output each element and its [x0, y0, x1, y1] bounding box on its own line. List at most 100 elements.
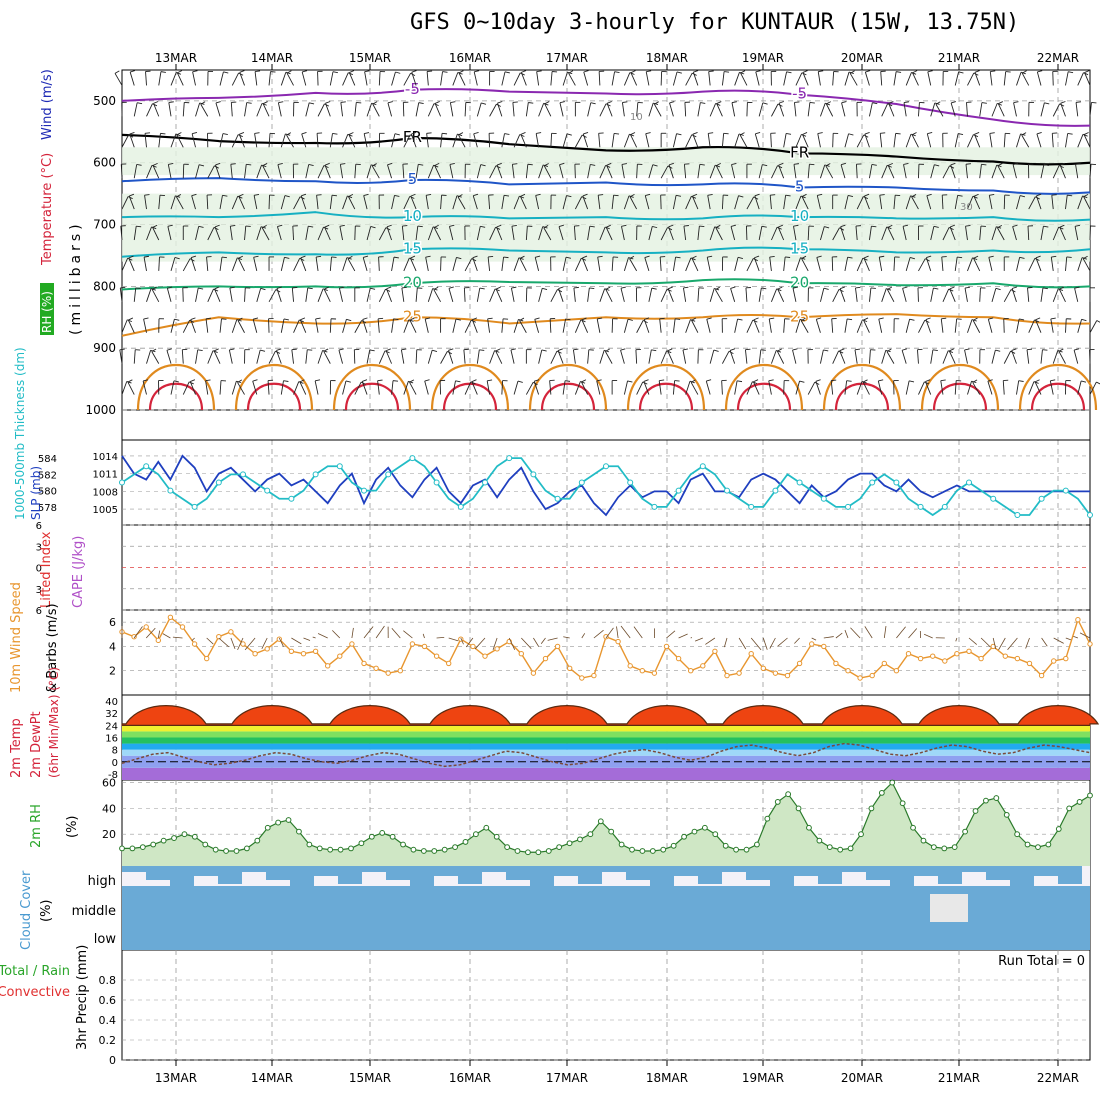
wind-barb-flag [309, 102, 315, 105]
wind-barb [1012, 164, 1017, 179]
thickness-point [288, 495, 295, 502]
wind-barb [362, 319, 368, 333]
cloud-high-block [338, 866, 362, 884]
wind-barb-flag [792, 348, 798, 351]
thickness-point [627, 479, 634, 486]
wind-barb [324, 227, 331, 241]
wind-barb-flag [737, 318, 743, 321]
wind-barb-flag [973, 255, 979, 259]
wind-barb [1050, 318, 1054, 333]
rh-point [1055, 826, 1062, 832]
rh-point [150, 841, 157, 848]
wind-barb-flag [879, 194, 885, 196]
wind-barb [771, 227, 778, 241]
wind-barb [410, 133, 417, 148]
wind-barb [1036, 133, 1042, 148]
wind-barb-flag [872, 102, 878, 105]
wind-barb [697, 287, 700, 302]
wind-barb [146, 165, 153, 179]
wind-barb [991, 103, 998, 117]
wind-barb-10m [835, 632, 843, 639]
wind-barb-flag [213, 227, 219, 231]
wind-barb [182, 102, 185, 117]
wind-barb [587, 226, 591, 241]
wind-barb-flag [753, 379, 759, 383]
wind-barb-10m [992, 637, 997, 650]
rh-point [160, 837, 167, 844]
wind-barb-flag [332, 133, 338, 135]
wind-barb-flag [285, 71, 291, 75]
wind-barb-flag [1005, 71, 1011, 73]
wind-barb [692, 196, 699, 210]
wind-barb [291, 287, 294, 302]
wind-barb-flag [167, 286, 173, 289]
wind-barb-10m [593, 629, 604, 639]
wind-barb-flag [536, 132, 542, 134]
wind-barb [489, 165, 497, 179]
wind-barb [856, 381, 863, 395]
wind-barb [291, 349, 294, 364]
wind-barb [457, 196, 466, 210]
wind-barb-10m [533, 637, 540, 647]
wind-barb-flag [291, 348, 297, 351]
wind-barb-flag [120, 286, 126, 289]
wind-barb [940, 318, 944, 333]
wind-barb-flag [424, 379, 430, 382]
wind-barb [458, 72, 466, 86]
wind-barb [315, 256, 319, 271]
wind-barb [1052, 288, 1059, 302]
wind-barb-flag [738, 195, 744, 198]
wind-barb [520, 196, 527, 210]
wind-barb [771, 165, 778, 179]
wind-speed-point [300, 651, 307, 657]
wind-barb [200, 104, 209, 117]
wind-barb [795, 134, 802, 148]
wind-speed-point [675, 655, 682, 662]
cloud-high-block [170, 866, 194, 888]
slp-line [121, 454, 1090, 517]
wind-barb [844, 71, 850, 86]
panel-frame-slp_thickness [121, 439, 1091, 526]
wind-barb [1058, 351, 1066, 364]
wind-barb [886, 351, 895, 364]
wind-barb [730, 288, 736, 302]
thickness-point [893, 479, 900, 486]
wind-barb [391, 195, 395, 210]
wind-barb-flag [495, 226, 501, 230]
wind-barb-flag [582, 255, 588, 259]
wind-barb [672, 71, 678, 86]
rh-point [566, 840, 573, 847]
wind-barb [855, 287, 858, 302]
wind-barb-flag [356, 101, 362, 104]
wind-barb-flag [230, 163, 236, 165]
wind-barb-flag [457, 194, 463, 198]
wind-barb-flag [450, 101, 456, 104]
wind-barb-flag [177, 70, 183, 74]
wind-barb-flag [604, 288, 610, 291]
wind-barb [587, 349, 590, 364]
precip-tick-label: 0.6 [99, 994, 117, 1007]
wind-barb-flag [1012, 224, 1018, 227]
temp-contour-label: 15 [403, 239, 422, 257]
wind-barb-flag [143, 317, 149, 320]
wind-barb [880, 71, 883, 86]
wind-barb [599, 288, 606, 302]
wind-barb [844, 318, 848, 333]
rh-point [410, 846, 417, 853]
thickness-point [385, 471, 392, 478]
wind-barb-10m [864, 626, 873, 639]
thickness-point [1087, 512, 1093, 518]
cloud-high-block [626, 866, 650, 880]
wind-barb [317, 165, 325, 179]
cloud-high-block [722, 866, 746, 872]
wind-barb [777, 288, 785, 303]
wind-barb [562, 133, 568, 148]
wind-speed-point [385, 670, 391, 676]
wind-barb-flag [556, 350, 562, 354]
cloud-high-block [746, 866, 770, 880]
wind-barb-flag [239, 70, 245, 73]
wind-barb-flag [1050, 317, 1056, 320]
wind-barb-flag [1037, 70, 1043, 73]
wind-barb [280, 133, 286, 148]
wind-barb-flag [1074, 224, 1081, 227]
